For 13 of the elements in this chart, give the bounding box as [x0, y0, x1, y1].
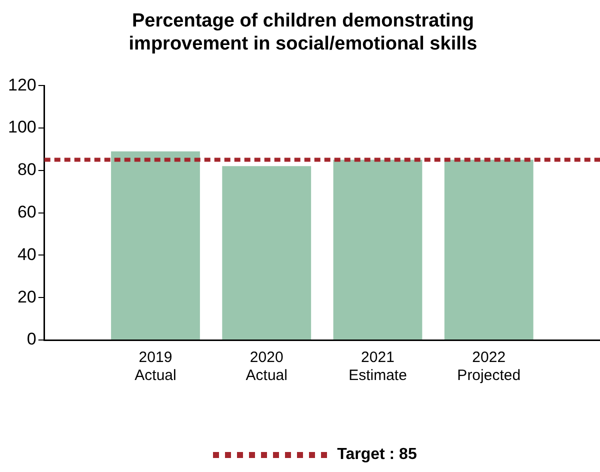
y-tick-label: 20: [17, 287, 36, 306]
y-tick-label: 60: [17, 202, 36, 222]
y-tick-label: 100: [8, 118, 36, 137]
chart-title: Percentage of children demonstrating improvement in social/emotional skills: [128, 10, 478, 54]
x-tick-label: 2020 Actual: [246, 349, 288, 384]
x-tick-label: 2021 Estimate: [348, 349, 407, 384]
y-tick-label: 0: [26, 330, 36, 349]
y-tick-label: 80: [17, 160, 36, 180]
legend-label: Target : 85: [337, 446, 417, 464]
x-tick-label: 2019 Actual: [134, 349, 176, 384]
y-tick-label: 120: [8, 75, 36, 94]
y-tick-label: 40: [17, 244, 36, 264]
x-tick-label: 2022 Projected: [457, 349, 521, 384]
